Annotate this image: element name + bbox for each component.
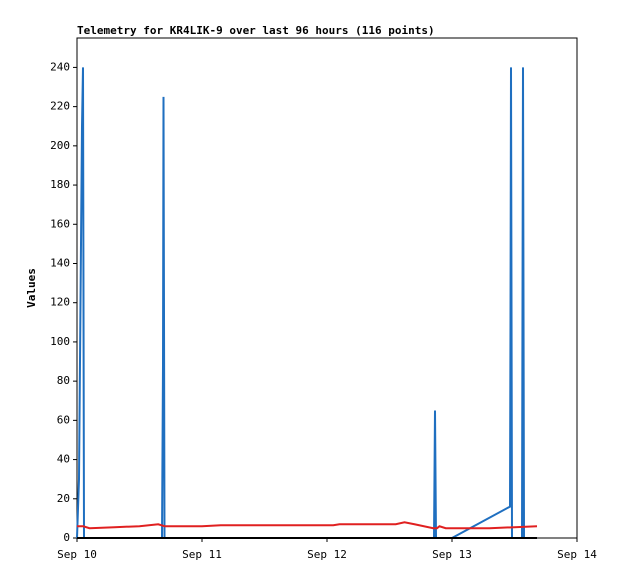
- x-tick-label: Sep 14: [557, 548, 597, 561]
- y-tick-label: 140: [50, 256, 70, 269]
- y-tick-label: 60: [57, 413, 70, 426]
- y-tick-label: 120: [50, 296, 70, 309]
- y-tick-label: 160: [50, 217, 70, 230]
- x-tick-label: Sep 10: [57, 548, 97, 561]
- series-line: [77, 521, 538, 530]
- y-tick-label: 180: [50, 178, 70, 191]
- series-line: [76, 67, 537, 539]
- y-tick-label: 100: [50, 335, 70, 348]
- x-tick-label: Sep 12: [307, 548, 347, 561]
- chart-title: Telemetry for KR4LIK-9 over last 96 hour…: [77, 24, 435, 37]
- y-tick-label: 80: [57, 374, 70, 387]
- plot-frame: [76, 37, 578, 539]
- y-tick-label: 40: [57, 453, 70, 466]
- y-tick-label: 200: [50, 139, 70, 152]
- y-axis-label: Values: [25, 268, 38, 308]
- x-tick-label: Sep 11: [182, 548, 222, 561]
- x-tick-label: Sep 13: [432, 548, 472, 561]
- y-tick-label: 0: [63, 531, 70, 544]
- y-tick-label: 240: [50, 60, 70, 73]
- y-tick-label: 220: [50, 100, 70, 113]
- y-tick-label: 20: [57, 492, 70, 505]
